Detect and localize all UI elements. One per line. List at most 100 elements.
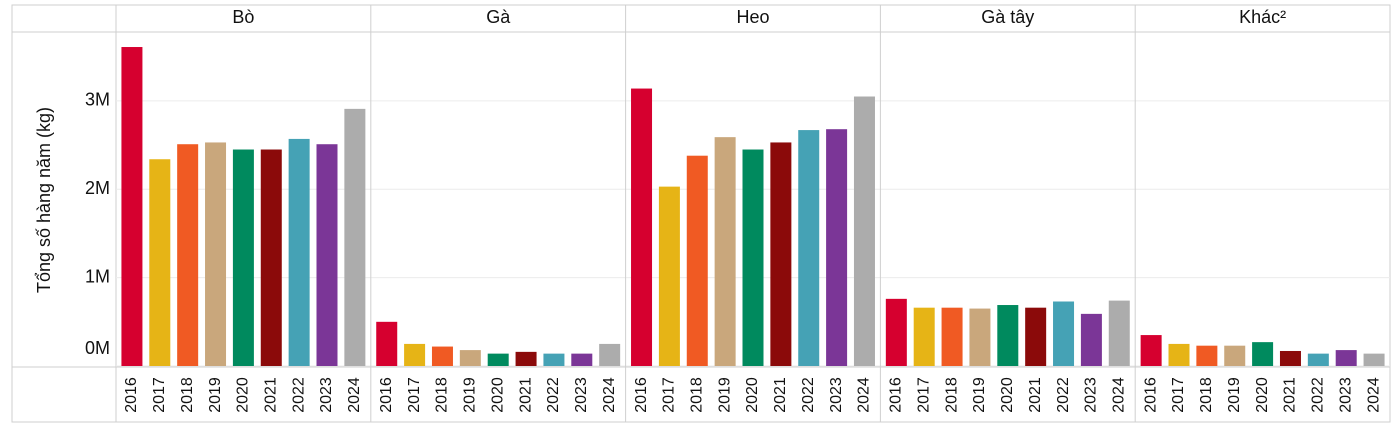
bar <box>316 144 338 366</box>
x-tick-label: 2018 <box>179 377 196 413</box>
y-tick-label: 2M <box>85 178 110 198</box>
bar <box>1025 307 1047 366</box>
facet-title: Khác² <box>1239 7 1286 27</box>
x-tick-label: 2019 <box>462 377 479 413</box>
x-tick-label: 2020 <box>235 377 252 413</box>
x-tick-label: 2021 <box>262 377 279 413</box>
facet-title: Gà <box>486 7 511 27</box>
bar <box>631 88 653 366</box>
x-tick-label: 2016 <box>123 377 140 413</box>
x-tick-label: 2018 <box>688 377 705 413</box>
bar <box>543 353 565 366</box>
x-tick-label: 2023 <box>573 377 590 413</box>
y-tick-label: 0M <box>85 338 110 358</box>
bar <box>1307 353 1329 366</box>
bar <box>344 108 366 366</box>
facet-title: Gà tây <box>981 7 1034 27</box>
x-tick-label: 2022 <box>800 377 817 413</box>
bar <box>941 307 963 366</box>
bar <box>1108 300 1130 366</box>
x-tick-label: 2016 <box>378 377 395 413</box>
bar <box>177 144 199 366</box>
x-tick-label: 2017 <box>915 377 932 413</box>
bar <box>1363 353 1385 366</box>
bar <box>658 186 680 366</box>
x-tick-label: 2024 <box>346 377 363 413</box>
x-tick-label: 2023 <box>828 377 845 413</box>
bar <box>515 351 537 366</box>
y-tick-label: 1M <box>85 266 110 286</box>
x-tick-label: 2019 <box>1226 377 1243 413</box>
x-tick-label: 2019 <box>207 377 224 413</box>
bar <box>121 47 143 366</box>
bar <box>288 138 310 366</box>
x-tick-label: 2017 <box>406 377 423 413</box>
bar <box>686 155 708 366</box>
bar <box>260 149 282 366</box>
bar <box>1196 345 1218 366</box>
x-tick-label: 2016 <box>633 377 650 413</box>
frame <box>11 4 1391 423</box>
bar <box>826 129 848 366</box>
bar <box>149 159 171 366</box>
facet-title: Bò <box>232 7 254 27</box>
x-tick-label: 2021 <box>517 377 534 413</box>
bar <box>1080 313 1102 366</box>
x-tick-label: 2018 <box>1198 377 1215 413</box>
bar <box>714 137 736 366</box>
x-tick-label: 2021 <box>1027 377 1044 413</box>
x-tick-label: 2022 <box>1055 377 1072 413</box>
x-tick-label: 2024 <box>601 377 618 413</box>
x-tick-label: 2022 <box>290 377 307 413</box>
x-tick-label: 2022 <box>1310 377 1327 413</box>
y-axis-label: Tổng số hàng năm (kg) <box>34 107 54 293</box>
x-tick-label: 2024 <box>1365 377 1382 413</box>
bar <box>853 96 875 366</box>
x-tick-label: 2018 <box>943 377 960 413</box>
x-tick-label: 2024 <box>1110 377 1127 413</box>
x-tick-label: 2020 <box>999 377 1016 413</box>
x-tick-label: 2020 <box>489 377 506 413</box>
bar <box>1140 335 1162 366</box>
bar <box>571 353 593 366</box>
bar <box>997 305 1019 366</box>
bar <box>969 308 991 366</box>
x-tick-label: 2020 <box>744 377 761 413</box>
bar <box>1053 301 1075 366</box>
x-tick-label: 2016 <box>888 377 905 413</box>
bar <box>885 298 907 366</box>
x-tick-label: 2019 <box>716 377 733 413</box>
bar <box>742 149 764 366</box>
x-tick-label: 2023 <box>1083 377 1100 413</box>
bar <box>205 142 227 366</box>
bar <box>487 353 509 366</box>
x-tick-label: 2023 <box>318 377 335 413</box>
bar <box>232 149 254 366</box>
bar <box>431 346 453 366</box>
bar <box>1279 350 1301 366</box>
bar <box>913 307 935 366</box>
bar <box>599 343 621 366</box>
bar <box>376 321 398 366</box>
x-tick-label: 2021 <box>772 377 789 413</box>
x-tick-label: 2017 <box>1170 377 1187 413</box>
bar <box>1335 350 1357 366</box>
x-tick-label: 2024 <box>856 377 873 413</box>
bar <box>404 343 426 366</box>
x-tick-label: 2021 <box>1282 377 1299 413</box>
x-tick-label: 2017 <box>151 377 168 413</box>
x-tick-label: 2016 <box>1142 377 1159 413</box>
y-tick-label: 3M <box>85 90 110 110</box>
x-tick-label: 2023 <box>1337 377 1354 413</box>
x-tick-label: 2017 <box>661 377 678 413</box>
x-tick-label: 2018 <box>434 377 451 413</box>
bar <box>1224 345 1246 366</box>
bar <box>1168 343 1190 366</box>
bar <box>459 350 481 366</box>
x-tick-label: 2019 <box>971 377 988 413</box>
bar <box>1252 342 1274 366</box>
x-tick-label: 2022 <box>545 377 562 413</box>
bar <box>798 130 820 366</box>
facet-title: Heo <box>736 7 769 27</box>
